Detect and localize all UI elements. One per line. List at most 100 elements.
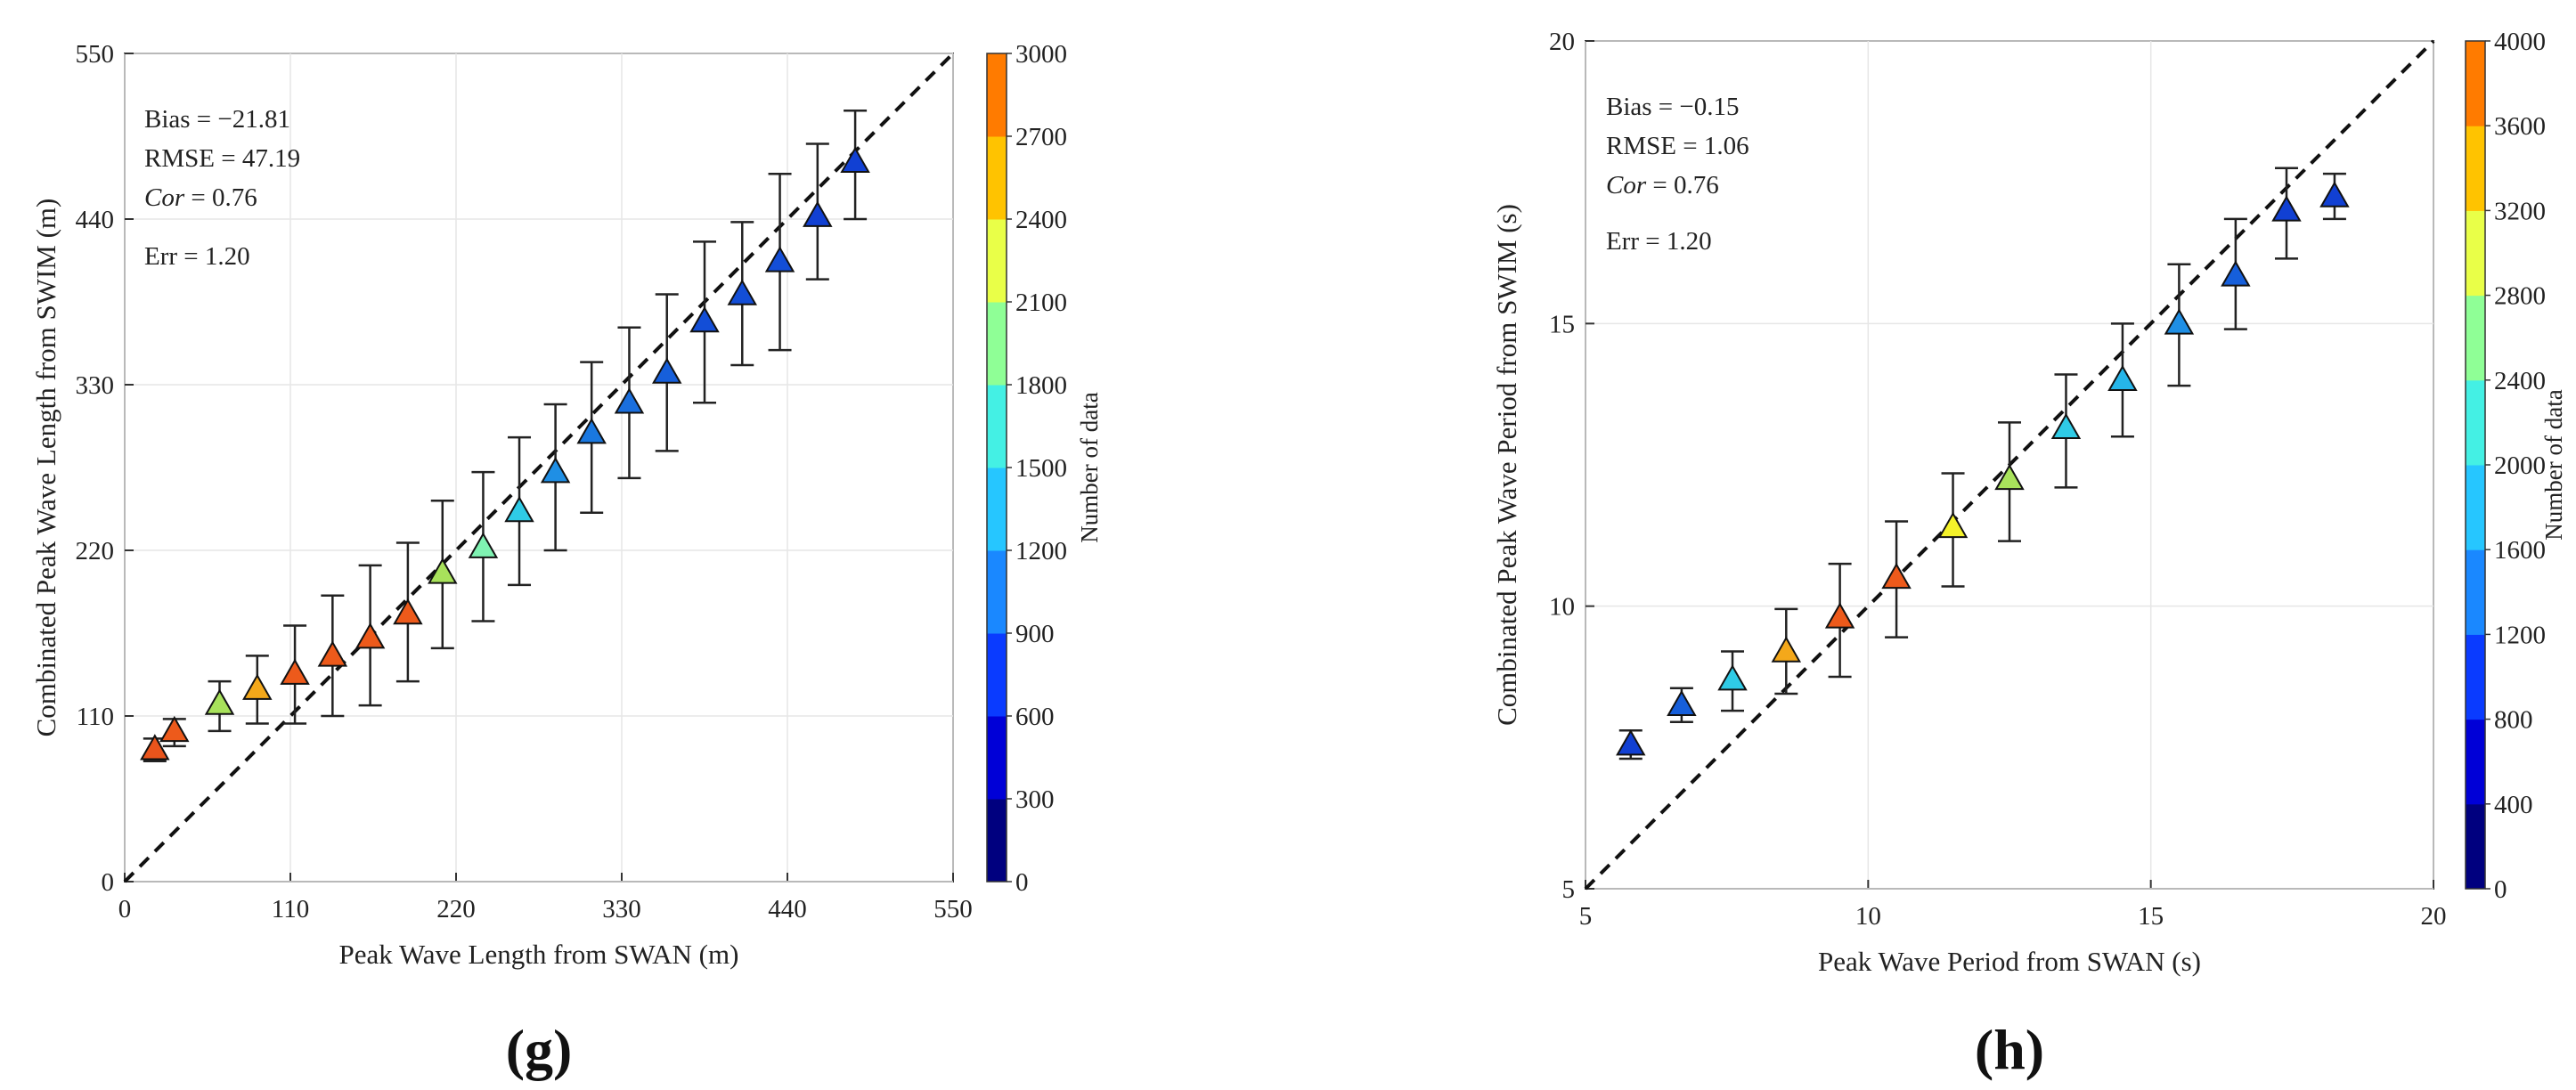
triangle-marker xyxy=(355,622,386,649)
colorbar-tick-label: 2400 xyxy=(2494,367,2546,395)
data-point xyxy=(1881,520,1912,639)
triangle-marker xyxy=(540,457,571,484)
colorbar-segment xyxy=(987,799,1007,883)
triangle-marker xyxy=(2271,195,2302,222)
triangle-marker xyxy=(727,279,757,305)
data-point xyxy=(2050,373,2082,489)
panel-h-colorbar-title: Number of data xyxy=(2540,389,2567,540)
colorbar-segment xyxy=(987,136,1007,220)
y-tick-label: 0 xyxy=(102,868,115,897)
panel-h-y-axis-title: Combinated Peak Wave Period from SWIM (s… xyxy=(1491,204,1522,726)
panel-g-data-markers xyxy=(140,110,870,762)
panel-g-stat-cor-name: Cor xyxy=(144,183,185,212)
colorbar-tick-label: 1500 xyxy=(1015,454,1067,483)
y-tick-label: 220 xyxy=(76,537,115,565)
data-point xyxy=(1994,421,2025,542)
data-point xyxy=(280,624,310,725)
colorbar-segment xyxy=(2466,803,2485,890)
triangle-marker xyxy=(280,658,310,685)
colorbar-segment xyxy=(987,53,1007,137)
triangle-marker xyxy=(652,357,682,384)
data-point xyxy=(428,499,458,650)
x-tick-label: 220 xyxy=(436,895,476,923)
data-point xyxy=(2221,217,2251,330)
colorbar-tick-label: 600 xyxy=(1015,703,1055,731)
colorbar-tick-label: 2800 xyxy=(2494,282,2546,311)
data-point xyxy=(1616,729,1646,761)
panel-h-x-axis-title: Peak Wave Period from SWAN (s) xyxy=(1818,946,2201,977)
panel-h-colorbar xyxy=(2466,41,2485,890)
data-point xyxy=(140,734,170,762)
colorbar-segment xyxy=(2466,719,2485,805)
colorbar-tick-label: 900 xyxy=(1015,620,1055,648)
triangle-marker xyxy=(576,418,607,444)
colorbar-tick-label: 2700 xyxy=(1015,123,1067,151)
colorbar-tick-label: 1600 xyxy=(2494,536,2546,565)
data-point xyxy=(355,564,386,707)
panel-h-colorbar-tick-labels: 0 400 800 1200 1600 2000 2400 2800 3200 3600 4000 xyxy=(2485,28,2546,904)
colorbar-segment xyxy=(2466,465,2485,550)
colorbar-segment xyxy=(987,302,1007,386)
colorbar-tick-label: 0 xyxy=(2494,875,2507,904)
panel-g-colorbar xyxy=(987,53,1007,883)
y-tick-label: 110 xyxy=(77,703,114,731)
panel-g-reference-line xyxy=(123,52,955,883)
panel-g-grid xyxy=(124,53,954,883)
data-point xyxy=(576,361,607,514)
data-point xyxy=(689,240,720,404)
colorbar-tick-label: 3000 xyxy=(1015,40,1067,69)
data-point xyxy=(393,541,423,683)
colorbar-tick-label: 1800 xyxy=(1015,371,1067,400)
triangle-marker xyxy=(2164,308,2195,335)
data-point xyxy=(614,326,645,480)
data-point xyxy=(159,715,190,748)
colorbar-segment xyxy=(987,716,1007,800)
data-point xyxy=(652,293,682,452)
y-tick-label: 20 xyxy=(1549,28,1575,56)
panel-g-colorbar-tick-labels: 0 300 600 900 1200 1500 1800 2100 2400 2700 3000 xyxy=(1007,40,1067,897)
triangle-marker xyxy=(1824,602,1855,629)
y-tick-label: 15 xyxy=(1549,310,1575,338)
colorbar-segment xyxy=(2466,295,2485,381)
data-point xyxy=(1824,562,1855,679)
y-tick-label: 10 xyxy=(1549,593,1575,622)
colorbar-tick-label: 0 xyxy=(1015,868,1029,897)
colorbar-tick-label: 1200 xyxy=(2494,621,2546,649)
colorbar-tick-label: 4000 xyxy=(2494,28,2546,56)
colorbar-segment xyxy=(2466,126,2485,211)
x-tick-label: 110 xyxy=(272,895,309,923)
panel-h-data-markers xyxy=(1616,167,2350,761)
triangle-marker xyxy=(803,200,833,227)
panel-h-stat-err: Err = 1.20 xyxy=(1606,227,1712,256)
panel-h: 5 10 15 20 5 10 15 20 Peak Wave Period from SW… xyxy=(1491,28,2567,1081)
panel-g: 0 110 220 330 440 550 0 110 220 330 440 550 Peak W… xyxy=(30,40,1103,1081)
data-point xyxy=(504,435,534,587)
triangle-marker xyxy=(2050,412,2082,439)
panel-g-stat-cor: Cor = 0.76 xyxy=(144,183,257,212)
data-point xyxy=(1771,607,1802,695)
x-tick-label: 15 xyxy=(2138,902,2164,931)
colorbar-segment xyxy=(2466,210,2485,297)
data-point xyxy=(2319,172,2350,221)
triangle-marker xyxy=(140,734,170,761)
triangle-marker xyxy=(689,305,720,333)
colorbar-tick-label: 300 xyxy=(1015,785,1055,814)
triangle-marker xyxy=(1994,463,2025,491)
data-point xyxy=(1717,650,1748,712)
colorbar-segment xyxy=(987,385,1007,468)
x-tick-label: 330 xyxy=(602,895,641,923)
panel-g-y-tick-labels: 0 110 220 330 440 550 xyxy=(76,40,115,897)
panel-g-stat-cor-value: = 0.76 xyxy=(184,183,257,212)
x-tick-label: 440 xyxy=(768,895,807,923)
data-point xyxy=(540,403,571,552)
panel-h-stat-cor-name: Cor xyxy=(1606,171,1647,199)
data-point xyxy=(468,470,499,622)
colorbar-segment xyxy=(2466,41,2485,126)
panel-g-y-axis-title: Combinated Peak Wave Length from SWIM (m… xyxy=(30,199,61,737)
colorbar-segment xyxy=(2466,549,2485,635)
colorbar-tick-label: 3600 xyxy=(2494,112,2546,141)
data-point xyxy=(1667,687,1697,724)
data-point xyxy=(727,221,757,367)
panel-h-label: (h) xyxy=(1975,1018,2044,1081)
